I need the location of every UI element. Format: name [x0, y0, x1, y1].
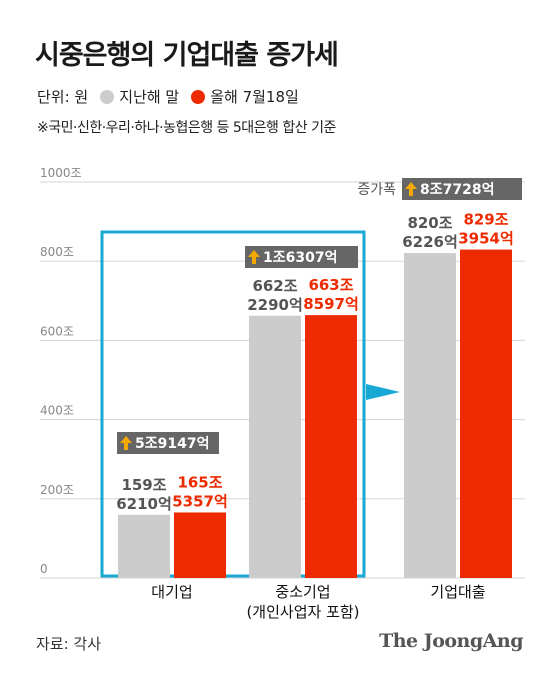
x-tick-label: 대기업	[151, 583, 192, 601]
y-tick-label: 200조	[40, 483, 74, 497]
increase-badge	[117, 432, 219, 454]
increase-label: 8조7728억	[420, 182, 494, 198]
x-tick-label: 중소기업	[275, 583, 330, 601]
bar	[118, 514, 170, 578]
legend: 단위: 원 지난해 말 올해 7월18일	[37, 86, 299, 107]
y-tick-label: 0	[40, 562, 48, 576]
legend-unit: 단위: 원	[37, 88, 89, 106]
data-label: 159조	[121, 476, 166, 494]
increase-badge	[402, 178, 522, 200]
legend-label-this-year: 올해 7월18일	[210, 88, 299, 106]
increase-badge	[245, 246, 358, 268]
data-label: 6226억	[402, 233, 458, 251]
up-arrow-icon	[248, 250, 260, 264]
data-label: 829조	[463, 211, 508, 229]
bar	[305, 315, 357, 578]
data-label: 2290억	[247, 296, 303, 314]
data-label: 662조	[252, 277, 297, 295]
chart-title: 시중은행의 기업대출 증가세	[35, 40, 339, 71]
data-label: 663조	[308, 276, 353, 294]
bar	[174, 512, 226, 578]
data-label: 5357억	[172, 492, 228, 510]
increase-label: 5조9147억	[135, 436, 209, 452]
highlight-box	[100, 230, 366, 578]
y-tick-label: 600조	[40, 324, 74, 338]
increase-label: 1조6307억	[263, 250, 337, 266]
data-label: 165조	[177, 473, 222, 491]
x-tick-label: 기업대출	[430, 583, 485, 601]
y-tick-label: 1000조	[40, 166, 82, 180]
legend-swatch-this-year	[191, 89, 206, 104]
increase-prefix-label: 증가폭	[357, 182, 396, 198]
legend-label-last-year: 지난해 말	[119, 88, 180, 106]
data-label: 6210억	[116, 495, 172, 513]
y-tick-label: 400조	[40, 404, 74, 418]
x-tick-sublabel: (개인사업자 포함)	[246, 603, 359, 621]
bar	[460, 249, 512, 578]
up-arrow-icon	[120, 436, 132, 450]
data-label: 3954억	[458, 230, 514, 248]
brand-logo: The JoongAng	[379, 630, 523, 652]
chart-note: ※국민·신한·우리·하나·농협은행 등 5대은행 합산 기준	[37, 120, 336, 136]
data-label: 8597억	[303, 295, 359, 313]
bar	[249, 315, 301, 578]
data-label: 820조	[407, 214, 452, 232]
y-tick-label: 800조	[40, 245, 74, 259]
legend-swatch-last-year	[100, 89, 115, 104]
bar	[404, 253, 456, 578]
highlight-pointer	[366, 384, 400, 400]
source-text: 자료: 각사	[36, 635, 102, 653]
up-arrow-icon	[405, 182, 417, 196]
